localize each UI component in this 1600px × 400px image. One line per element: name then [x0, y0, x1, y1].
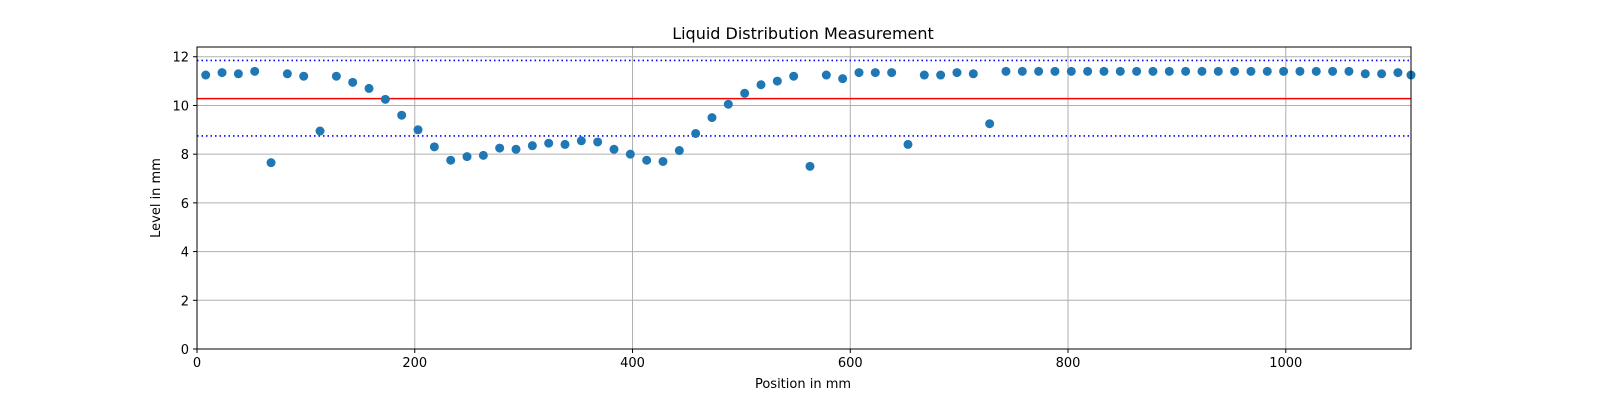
data-point — [838, 74, 848, 84]
data-point — [233, 69, 243, 79]
data-point — [1066, 66, 1076, 76]
data-point — [789, 71, 799, 81]
data-point — [674, 146, 684, 156]
data-point — [1360, 69, 1370, 79]
y-tick-label: 8 — [181, 148, 189, 163]
data-point — [299, 71, 309, 81]
data-point — [266, 158, 276, 168]
data-point — [1132, 66, 1142, 76]
data-point — [560, 139, 570, 149]
x-tick-label: 1000 — [1269, 356, 1302, 371]
data-point — [576, 136, 586, 146]
data-point — [462, 152, 472, 162]
data-point — [707, 113, 717, 123]
data-point — [348, 77, 358, 87]
data-point — [1311, 66, 1321, 76]
data-point — [511, 144, 521, 154]
data-point — [1262, 66, 1272, 76]
data-point — [1344, 66, 1354, 76]
x-tick-label: 0 — [193, 356, 201, 371]
data-point — [985, 119, 995, 129]
data-point — [282, 69, 292, 79]
x-axis-ticks: 0 200 400 600 800 1000 — [193, 349, 1302, 371]
data-point — [593, 137, 603, 147]
data-point — [217, 68, 227, 78]
x-axis-label: Position in mm — [755, 377, 851, 392]
data-point — [429, 142, 439, 152]
data-point — [527, 141, 537, 151]
y-tick-label: 6 — [181, 197, 189, 212]
data-point — [691, 128, 701, 138]
chart-title: Liquid Distribution Measurement — [672, 24, 934, 43]
data-point — [478, 150, 488, 160]
y-axis-ticks: 0 2 4 6 8 10 12 — [172, 51, 197, 358]
data-point — [854, 68, 864, 78]
plot-frame — [196, 46, 1412, 350]
data-point — [1393, 68, 1403, 78]
data-point — [723, 99, 733, 109]
x-tick-label: 400 — [620, 356, 645, 371]
x-tick-label: 200 — [402, 356, 427, 371]
x-tick-label: 600 — [838, 356, 863, 371]
data-point — [756, 80, 766, 90]
y-tick-label: 2 — [181, 294, 189, 309]
data-point — [201, 70, 211, 80]
x-tick-label: 800 — [1056, 356, 1081, 371]
data-point — [331, 71, 341, 81]
data-point — [1377, 69, 1387, 79]
data-point — [1034, 66, 1044, 76]
data-point — [609, 144, 619, 154]
data-point — [1017, 66, 1027, 76]
y-axis-label: Level in mm — [149, 158, 164, 238]
data-point — [772, 76, 782, 86]
data-point — [805, 161, 815, 171]
data-point — [968, 69, 978, 79]
data-point — [936, 70, 946, 80]
grid-lines — [196, 47, 1411, 350]
data-points — [201, 66, 1416, 171]
data-point — [380, 94, 390, 104]
y-tick-label: 4 — [181, 246, 189, 261]
data-point — [1279, 66, 1289, 76]
data-point — [1197, 66, 1207, 76]
data-point — [1230, 66, 1240, 76]
data-point — [1295, 66, 1305, 76]
data-point — [740, 88, 750, 98]
data-point — [1164, 66, 1174, 76]
data-point — [658, 156, 668, 166]
data-point — [544, 138, 554, 148]
data-point — [1148, 66, 1158, 76]
data-point — [887, 68, 897, 78]
data-point — [870, 68, 880, 78]
data-point — [952, 68, 962, 78]
data-point — [821, 70, 831, 80]
data-point — [315, 126, 325, 136]
data-point — [1050, 66, 1060, 76]
data-point — [903, 139, 913, 149]
data-point — [919, 70, 929, 80]
data-point — [1181, 66, 1191, 76]
data-point — [642, 155, 652, 165]
data-point — [364, 83, 374, 93]
reference-lines — [197, 59, 1411, 137]
data-point — [413, 125, 423, 135]
data-point — [1099, 66, 1109, 76]
y-tick-label: 0 — [181, 343, 189, 358]
data-point — [1213, 66, 1223, 76]
y-tick-label: 10 — [172, 99, 189, 114]
data-point — [1115, 66, 1125, 76]
data-point — [250, 66, 260, 76]
y-tick-label: 12 — [172, 51, 189, 66]
data-point — [625, 149, 635, 159]
data-point — [446, 155, 456, 165]
data-point — [1246, 66, 1256, 76]
data-point — [1328, 66, 1338, 76]
data-point — [495, 143, 505, 153]
data-point — [1001, 66, 1011, 76]
data-point — [397, 110, 407, 120]
data-point — [1083, 66, 1093, 76]
